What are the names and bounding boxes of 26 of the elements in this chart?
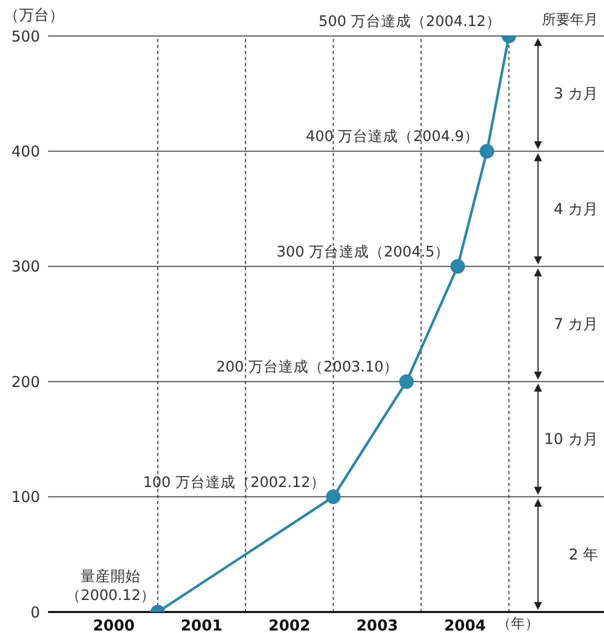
y-tick-label: 0 xyxy=(30,603,40,622)
annotation: 2 年 xyxy=(568,545,598,564)
data-label: 200 万台達成（2003.10） xyxy=(216,358,398,376)
x-axis-title: （年） xyxy=(497,616,539,632)
point xyxy=(450,259,465,274)
x-tick-label: 2001 xyxy=(180,616,223,633)
annotation: 3 カ月 xyxy=(554,84,598,103)
x-tick-label: 2000 xyxy=(92,616,135,633)
data-label: 300 万台達成（2004.5） xyxy=(276,243,450,260)
point xyxy=(399,374,414,389)
data-label: 400 万台達成（2004.9） xyxy=(306,128,479,146)
y-tick-label: 400 xyxy=(11,142,40,161)
y-tick-label: 500 xyxy=(11,27,40,46)
x-tick-label: 2004 xyxy=(444,616,486,633)
y-axis-title: （万台） xyxy=(4,6,64,24)
y-tick-label: 300 xyxy=(11,258,40,276)
annotation: 4 カ月 xyxy=(554,200,598,218)
x-tick-label: 2002 xyxy=(268,616,310,633)
annotation: 10 カ月 xyxy=(544,430,598,448)
x-tick-label: 2003 xyxy=(356,616,398,633)
y-tick-label: 100 xyxy=(11,488,40,506)
text: 所要年月 xyxy=(542,12,598,28)
y-tick-label: 200 xyxy=(11,372,40,391)
data-label: 500 万台達成（2004.12） xyxy=(318,13,501,30)
annotation: 7 カ月 xyxy=(554,315,598,333)
annotation: 量産開始（2000.12） xyxy=(66,568,156,604)
